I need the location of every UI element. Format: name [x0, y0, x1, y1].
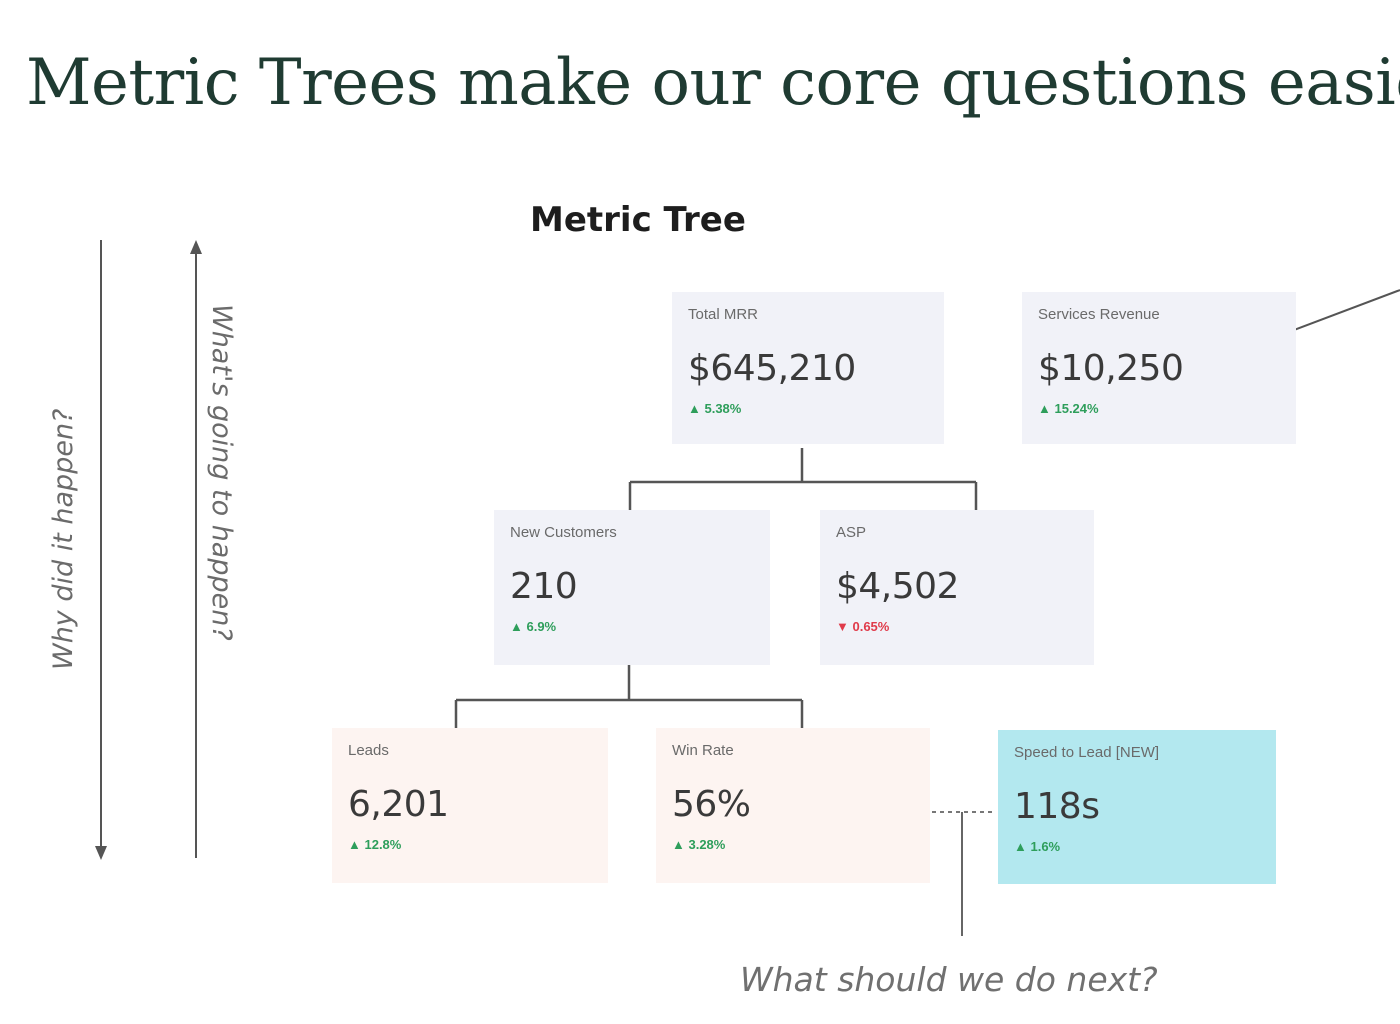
what-should-we-do-next-label: What should we do next?: [740, 960, 1158, 999]
card-label: Total MRR: [688, 306, 759, 323]
card-label: Speed to Lead [NEW]: [1014, 744, 1160, 761]
card-value: 210: [510, 566, 578, 607]
card-change: ▲ 3.28%: [672, 837, 726, 852]
up-arrowhead: [190, 240, 202, 254]
card-change: ▲ 5.38%: [688, 401, 742, 416]
card-value: 56%: [672, 784, 751, 825]
card-speed-to-lead[interactable]: Speed to Lead [NEW] 118s ▲ 1.6%: [998, 730, 1276, 884]
card-label: Leads: [348, 742, 389, 759]
card-label: ASP: [836, 524, 867, 541]
card-value: $4,502: [836, 566, 959, 607]
card-asp[interactable]: ASP $4,502 ▼ 0.65%: [820, 510, 1094, 665]
card-label: New Customers: [510, 524, 617, 541]
card-label: Services Revenue: [1038, 306, 1160, 323]
card-new-customers[interactable]: New Customers 210 ▲ 6.9%: [494, 510, 770, 665]
whats-going-to-happen-label: What's going to happen?: [206, 304, 237, 641]
down-arrowhead: [95, 846, 107, 860]
card-change: ▲ 1.6%: [1014, 839, 1061, 854]
card-services-revenue[interactable]: Services Revenue $10,250 ▲ 15.24%: [1022, 292, 1296, 444]
card-value: $10,250: [1038, 348, 1184, 389]
slide-title: Metric Trees make our core questions eas…: [26, 46, 1400, 120]
card-change: ▲ 6.9%: [510, 619, 557, 634]
card-change: ▼ 0.65%: [836, 619, 890, 634]
card-label: Win Rate: [672, 742, 734, 759]
card-value: $645,210: [688, 348, 856, 389]
card-total-mrr[interactable]: Total MRR $645,210 ▲ 5.38%: [672, 292, 944, 444]
card-value: 6,201: [348, 784, 449, 825]
card-win-rate[interactable]: Win Rate 56% ▲ 3.28%: [656, 728, 930, 883]
why-did-it-happen-label: Why did it happen?: [48, 408, 79, 670]
card-change: ▲ 15.24%: [1038, 401, 1099, 416]
tree-title: Metric Tree: [530, 200, 746, 240]
card-leads[interactable]: Leads 6,201 ▲ 12.8%: [332, 728, 608, 883]
card-change: ▲ 12.8%: [348, 837, 402, 852]
card-value: 118s: [1014, 786, 1100, 827]
